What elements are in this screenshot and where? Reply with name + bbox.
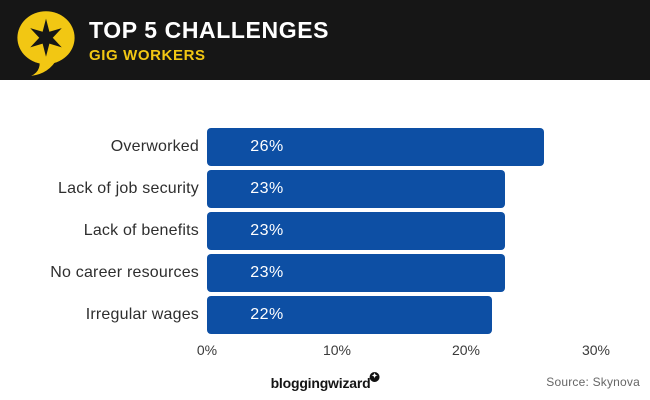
axis-tick-label: 10% (322, 342, 352, 358)
category-label: Lack of job security (58, 180, 199, 197)
axis-tick-label: 20% (451, 342, 481, 358)
footer-brand-logo: bloggingwizard✦ (270, 372, 380, 391)
bar-row: Lack of job security 23% (0, 170, 650, 208)
footer-brand-text: bloggingwizard (270, 375, 371, 391)
bar: 23% (207, 170, 505, 208)
value-label: 23% (250, 264, 284, 281)
category-label: No career resources (50, 264, 199, 281)
axis-tick-label: 0% (196, 342, 218, 358)
x-axis: 0% 10% 20% 30% (197, 342, 650, 360)
page-title: TOP 5 CHALLENGES (89, 16, 330, 43)
header-titles: TOP 5 CHALLENGES GIG WORKERS (89, 16, 329, 64)
bar-row: Overworked 26% (0, 128, 650, 166)
category-label: Lack of benefits (83, 222, 199, 239)
bar-row: Irregular wages 22% (0, 296, 650, 334)
page-subtitle: GIG WORKERS (89, 47, 206, 65)
header: TOP 5 CHALLENGES GIG WORKERS (0, 0, 650, 80)
bar: 26% (207, 128, 544, 166)
value-label: 23% (250, 222, 284, 239)
axis-tick-label: 30% (581, 342, 611, 358)
category-label: Overworked (110, 138, 199, 155)
value-label: 22% (250, 306, 284, 323)
bar: 23% (207, 254, 505, 292)
value-label: 23% (250, 180, 284, 197)
source-text: Source: Skynova (546, 375, 640, 389)
bar: 22% (207, 296, 492, 334)
bar-row: No career resources 23% (0, 254, 650, 292)
value-label: 26% (250, 138, 284, 155)
bar-rows: Overworked 26% Lack of job security 23% Lack… (0, 128, 650, 334)
bar-row: Lack of benefits 23% (0, 212, 650, 250)
speech-bubble-burst-icon (13, 7, 79, 79)
bar: 23% (207, 212, 505, 250)
bar-chart: Overworked 26% Lack of job security 23% Lack… (0, 80, 650, 360)
category-label: Irregular wages (85, 306, 199, 323)
brand-badge-star-icon: ✦ (369, 372, 380, 382)
